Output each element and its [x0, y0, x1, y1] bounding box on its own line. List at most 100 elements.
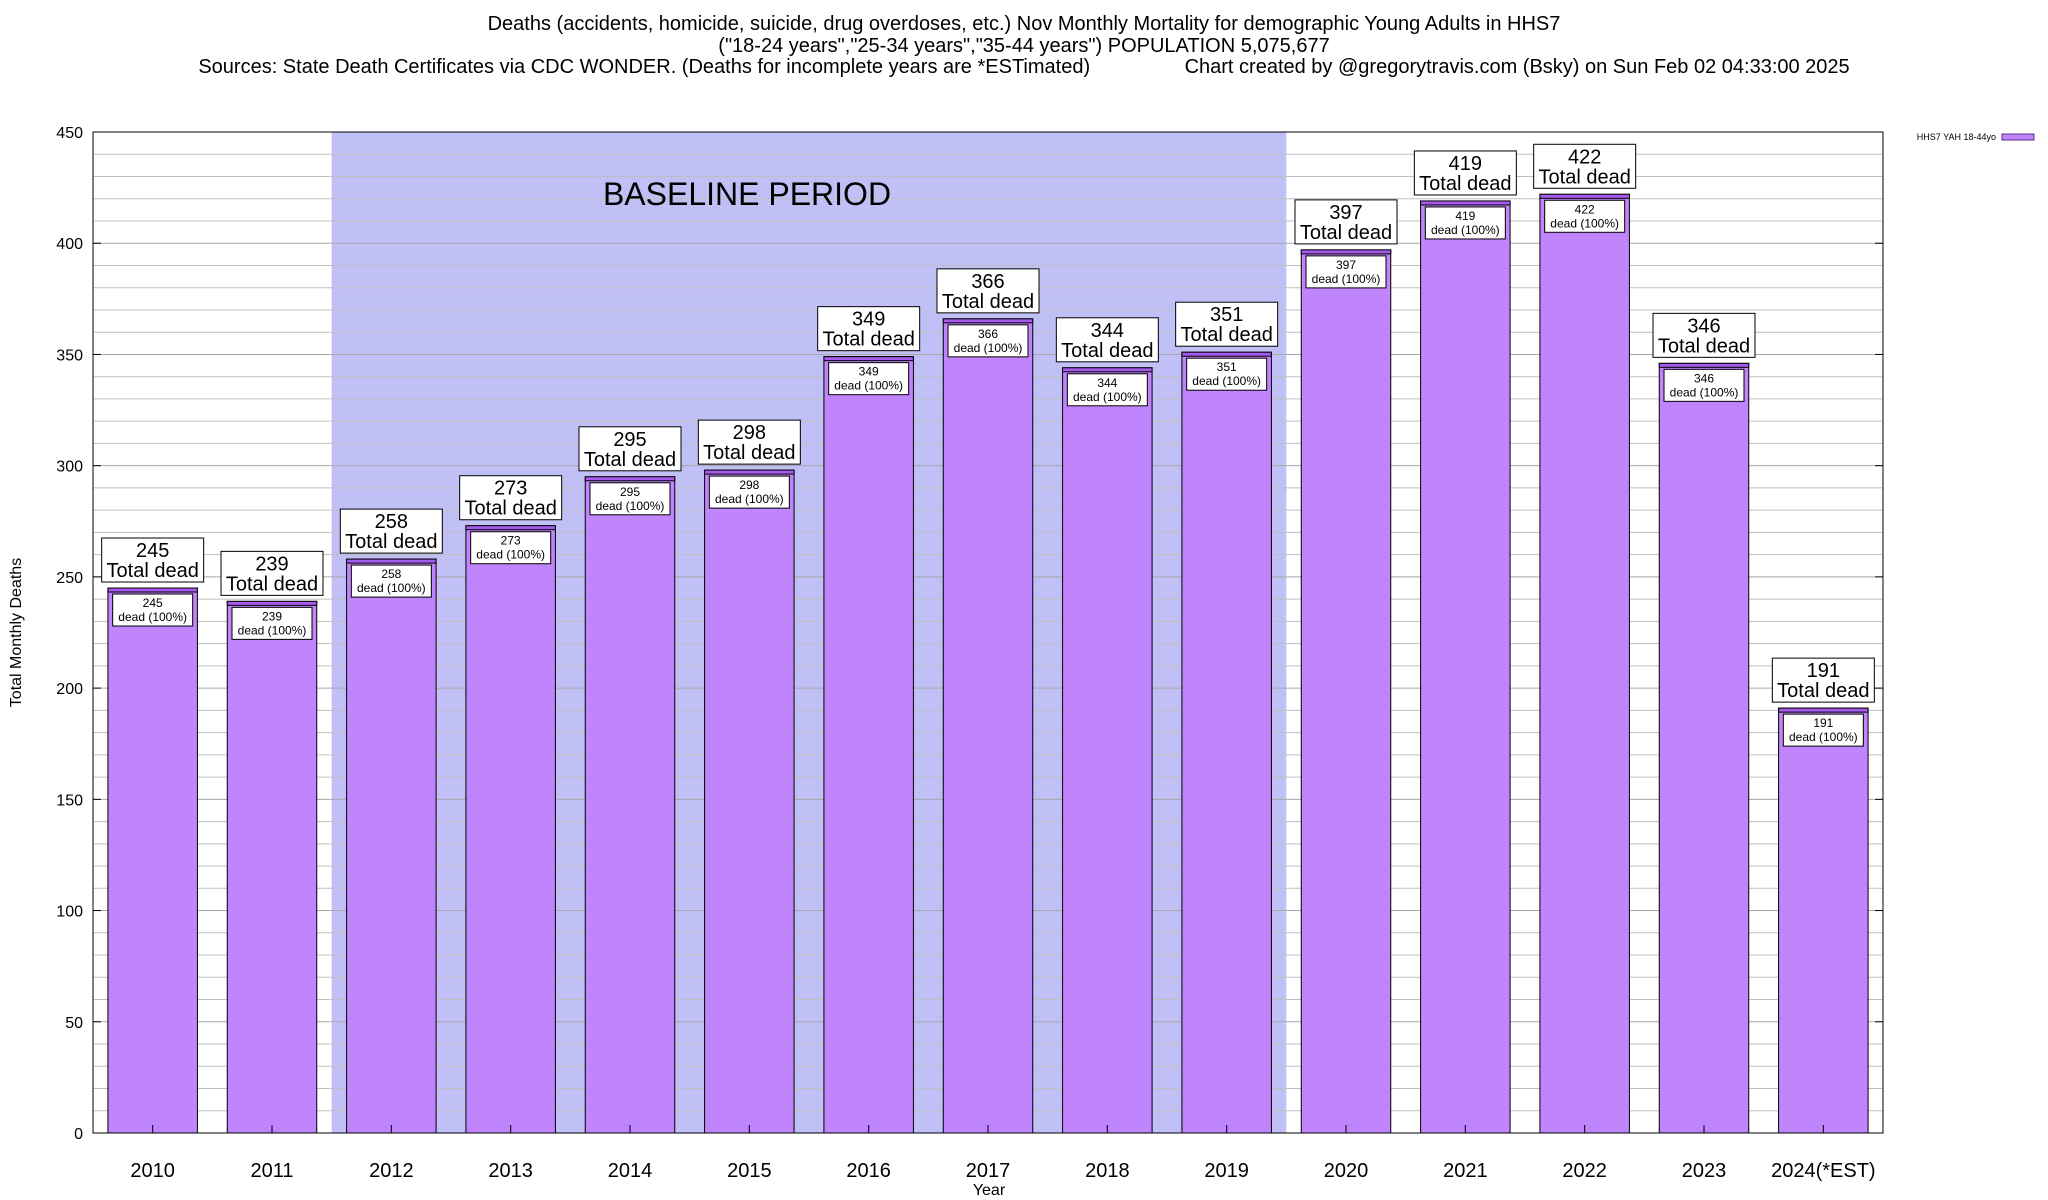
x-tick-label: 2023 — [1682, 1160, 1727, 1182]
bar-top-segment — [704, 469, 795, 475]
y-tick-label: 400 — [56, 236, 83, 253]
legend-swatch — [2001, 133, 2035, 141]
total-label-box — [220, 550, 324, 596]
inner-percent-label: dead (100%) — [834, 379, 903, 393]
total-text-label: Total dead — [1777, 680, 1869, 702]
x-tick-label: 2012 — [369, 1160, 414, 1182]
y-tick-label: 350 — [56, 347, 83, 364]
inner-label-box — [828, 362, 910, 396]
bar-top-segment — [942, 318, 1034, 324]
inner-percent-label: dead (100%) — [1312, 272, 1381, 286]
inner-percent-label: dead (100%) — [954, 341, 1023, 355]
x-tick-label: 2024(*EST) — [1771, 1160, 1876, 1182]
total-label-box — [1055, 317, 1159, 363]
inner-label-box — [708, 475, 790, 509]
legend-entry-label: HHS7 YAH 18-44yo — [1917, 132, 1996, 142]
inner-value-label: 422 — [1575, 202, 1595, 216]
bar-top-segment — [1778, 707, 1869, 713]
inner-value-label: 191 — [1813, 716, 1833, 730]
x-tick-label: 2021 — [1443, 1160, 1488, 1182]
bar — [1062, 367, 1153, 1134]
bar-top-segment — [226, 600, 318, 606]
bar-top-segment — [1181, 351, 1272, 357]
inner-percent-label: dead (100%) — [476, 548, 545, 562]
inner-value-label: 245 — [143, 596, 163, 610]
bar — [1181, 351, 1272, 1134]
chart-subtitle: ("18-24 years","25-34 years","35-44 year… — [718, 35, 1330, 57]
total-text-label: Total dead — [942, 291, 1034, 313]
bar — [584, 476, 676, 1134]
total-label-box — [817, 306, 921, 352]
total-text-label: Total dead — [226, 573, 318, 595]
inner-label-box — [947, 324, 1029, 358]
total-label-box — [936, 268, 1040, 314]
total-label-box — [1413, 150, 1517, 196]
x-tick-label: 2013 — [488, 1160, 533, 1182]
inner-value-label: 344 — [1097, 376, 1117, 390]
inner-percent-label: dead (100%) — [715, 492, 784, 506]
x-tick-label: 2022 — [1562, 1160, 1607, 1182]
plot-frame — [92, 131, 1884, 1134]
total-label-box — [459, 475, 563, 521]
inner-label-box — [1305, 255, 1387, 289]
chart-sources-line: Sources: State Death Certificates via CD… — [198, 56, 1850, 78]
y-tick-label: 300 — [56, 459, 83, 476]
bar — [1539, 193, 1630, 1134]
total-label-box — [1652, 312, 1756, 358]
bar — [823, 356, 914, 1134]
total-value-label: 273 — [494, 478, 527, 500]
x-tick-label: 2020 — [1324, 1160, 1369, 1182]
total-value-label: 295 — [613, 429, 646, 451]
bar-top-segment — [1658, 362, 1750, 368]
inner-label-box — [1186, 357, 1268, 391]
bar-top-segment — [346, 558, 437, 564]
y-axis-label: Total Monthly Deaths — [8, 558, 25, 707]
total-value-label: 344 — [1091, 320, 1124, 342]
bar — [107, 587, 198, 1134]
bar — [1420, 200, 1511, 1134]
total-text-label: Total dead — [823, 329, 915, 351]
bar — [226, 600, 318, 1134]
bar — [704, 469, 795, 1134]
inner-percent-label: dead (100%) — [1550, 216, 1619, 230]
x-axis-label: Year — [973, 1182, 1006, 1199]
total-label-box — [1294, 199, 1398, 245]
inner-label-box — [1424, 206, 1506, 240]
total-text-label: Total dead — [703, 442, 795, 464]
total-text-label: Total dead — [1658, 335, 1750, 357]
inner-label-box — [112, 593, 194, 627]
total-value-label: 419 — [1449, 153, 1482, 175]
bar — [465, 525, 556, 1134]
inner-value-label: 273 — [501, 534, 521, 548]
inner-percent-label: dead (100%) — [1789, 730, 1858, 744]
total-value-label: 397 — [1329, 202, 1362, 224]
inner-value-label: 258 — [381, 567, 401, 581]
bar-top-segment — [1539, 193, 1630, 199]
total-label-box — [1175, 301, 1279, 347]
inner-value-label: 346 — [1694, 371, 1714, 385]
total-value-label: 298 — [733, 422, 766, 444]
total-text-label: Total dead — [1300, 222, 1392, 244]
total-label-box — [1771, 657, 1875, 703]
total-text-label: Total dead — [1419, 173, 1511, 195]
x-tick-label: 2014 — [608, 1160, 653, 1182]
total-value-label: 245 — [136, 540, 169, 562]
inner-value-label: 298 — [739, 478, 759, 492]
inner-label-box — [1544, 199, 1626, 233]
total-text-label: Total dead — [584, 449, 676, 471]
y-tick-label: 250 — [56, 570, 83, 587]
total-value-label: 422 — [1568, 146, 1601, 168]
total-text-label: Total dead — [1181, 324, 1273, 346]
total-label-box — [578, 426, 682, 472]
bars-layer: 245 dead (100%) 245 Total dead 239 dead (100%… — [101, 143, 1875, 1134]
inner-value-label: 239 — [262, 609, 282, 623]
bar-top-segment — [1062, 367, 1153, 373]
total-label-box — [339, 508, 443, 554]
total-text-label: Total dead — [345, 531, 437, 553]
y-tick-label: 0 — [74, 1126, 83, 1143]
total-value-label: 258 — [375, 511, 408, 533]
bar — [942, 318, 1034, 1134]
total-label-box — [1533, 143, 1637, 189]
y-tick-label: 150 — [56, 792, 83, 809]
inner-value-label: 351 — [1217, 360, 1237, 374]
